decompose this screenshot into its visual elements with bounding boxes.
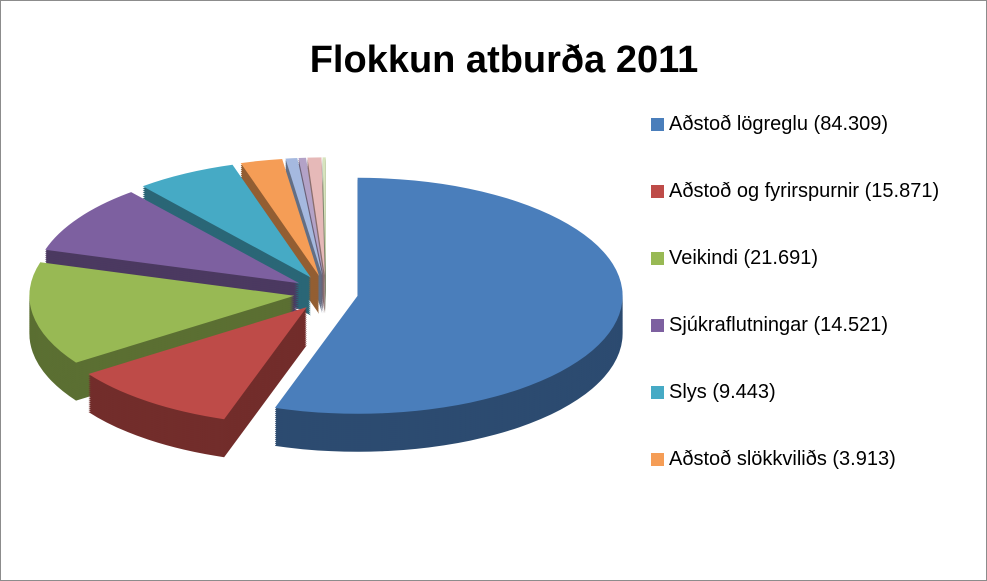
legend-item: Sjúkraflutningar (14.521): [649, 310, 979, 377]
legend-item: Aðstoð og fyrirspurnir (15.871): [649, 176, 979, 243]
legend-item: Aðstoð lögreglu (84.309): [649, 109, 979, 176]
slice: [307, 157, 325, 276]
legend-label: Aðstoð og fyrirspurnir (15.871): [669, 180, 940, 202]
slice-side: [285, 168, 323, 286]
legend-label: Aðstoð lögreglu (84.309): [669, 113, 889, 135]
slice: [298, 157, 324, 276]
legend-swatch: [651, 319, 664, 332]
pie-area: [29, 157, 623, 458]
legend-label: Veikindi (21.691): [669, 247, 818, 269]
slice: [322, 157, 326, 276]
slice: [240, 158, 320, 276]
legend-item: Veikindi (21.691): [649, 243, 979, 310]
chart-title: Flokkun atburða 2011: [309, 39, 699, 81]
slice-side: [285, 160, 323, 278]
legend-swatch: [651, 453, 664, 466]
slice: [88, 307, 307, 420]
slice-side: [285, 164, 323, 282]
slice: [29, 262, 295, 363]
slice-side: [298, 161, 324, 280]
slice: [45, 192, 300, 284]
legend-swatch: [651, 118, 664, 131]
legend-swatch: [651, 185, 664, 198]
slice: [274, 177, 623, 414]
slice-side: [285, 162, 323, 280]
legend-label: Sjúkraflutningar (14.521): [669, 314, 889, 336]
legend-label: Slys (9.443): [669, 381, 776, 403]
slice: [285, 158, 323, 276]
slice: [142, 164, 311, 278]
legend-swatch: [651, 252, 664, 265]
slice-side: [298, 159, 324, 278]
legend-swatch: [651, 386, 664, 399]
legend-label: Aðstoð slökkviliðs (3.913): [669, 448, 896, 470]
slice-side: [285, 166, 323, 284]
legend-item: Aðstoð slökkviliðs (3.913): [649, 444, 979, 511]
legend-item: Slys (9.443): [649, 377, 979, 444]
legend: Aðstoð lögreglu (84.309) Aðstoð og fyrirs…: [649, 109, 979, 511]
